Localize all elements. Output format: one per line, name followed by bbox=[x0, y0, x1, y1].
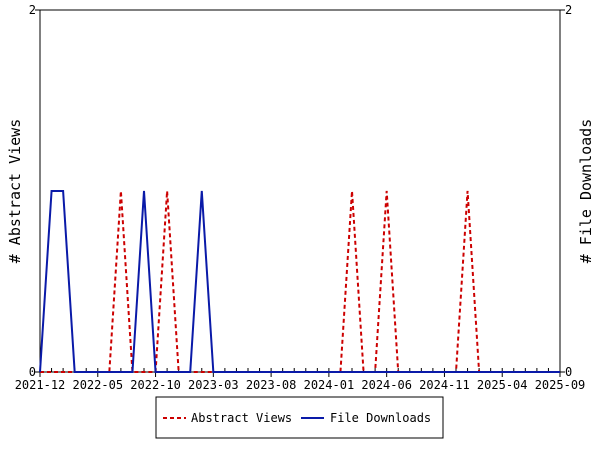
y-right-axis-title: # File Downloads bbox=[577, 119, 595, 264]
y-left-tick-label: 2 bbox=[29, 3, 36, 17]
x-tick-label: 2022-05 bbox=[72, 378, 123, 392]
x-tick-label: 2021-12 bbox=[15, 378, 66, 392]
y-left-axis-title: # Abstract Views bbox=[6, 119, 24, 264]
legend: Abstract Views File Downloads bbox=[155, 396, 444, 439]
y-right-tick-label: 2 bbox=[565, 3, 572, 17]
x-tick-label: 2023-08 bbox=[246, 378, 297, 392]
plot-frame bbox=[39, 9, 561, 373]
legend-box bbox=[155, 396, 444, 439]
x-tick-label: 2025-09 bbox=[535, 378, 586, 392]
y-left-tick-label: 0 bbox=[29, 365, 36, 379]
x-tick-label: 2024-11 bbox=[419, 378, 470, 392]
series-layer bbox=[39, 190, 560, 373]
series-line-file-downloads bbox=[39, 190, 560, 373]
x-tick-label: 2023-03 bbox=[188, 378, 239, 392]
series-line-abstract-views bbox=[40, 190, 560, 373]
x-tick-label: 2024-01 bbox=[304, 378, 355, 392]
text-layer: 2021-12 2022-05 2022-10 2023-03 2023-08 2024-… bbox=[6, 3, 595, 392]
y-right-tick-label: 0 bbox=[565, 365, 572, 379]
legend-label-file-downloads: File Downloads bbox=[330, 411, 431, 425]
axes-layer bbox=[35, 9, 565, 377]
x-tick-label: 2025-04 bbox=[477, 378, 528, 392]
x-tick-label: 2024-06 bbox=[361, 378, 412, 392]
x-tick-label: 2022-10 bbox=[130, 378, 181, 392]
legend-label-abstract-views: Abstract Views bbox=[191, 411, 292, 425]
